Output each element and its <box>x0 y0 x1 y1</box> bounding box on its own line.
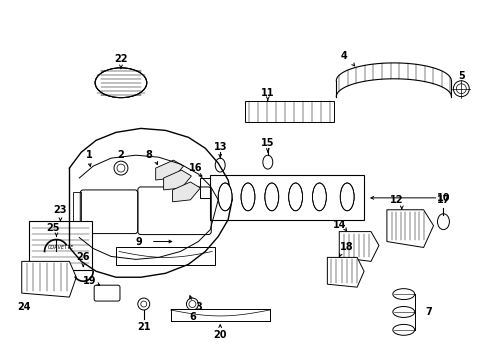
Text: 20: 20 <box>213 330 226 340</box>
Polygon shape <box>21 261 76 297</box>
Text: CORVETTE: CORVETTE <box>47 245 73 250</box>
Ellipse shape <box>340 183 353 211</box>
Text: 21: 21 <box>137 322 150 332</box>
Polygon shape <box>163 170 191 190</box>
Text: 11: 11 <box>261 88 274 98</box>
Text: 18: 18 <box>340 243 353 252</box>
Polygon shape <box>326 257 364 287</box>
Ellipse shape <box>392 289 414 300</box>
Ellipse shape <box>312 183 325 211</box>
Text: 5: 5 <box>457 71 464 81</box>
Text: 19: 19 <box>82 276 96 286</box>
Bar <box>244 100 334 122</box>
Text: 26: 26 <box>76 252 90 262</box>
Ellipse shape <box>218 183 232 211</box>
Ellipse shape <box>392 324 414 335</box>
Circle shape <box>138 298 149 310</box>
Text: 9: 9 <box>135 237 142 247</box>
Text: 23: 23 <box>54 205 67 215</box>
FancyBboxPatch shape <box>29 221 92 270</box>
Text: 7: 7 <box>425 307 431 317</box>
Text: 17: 17 <box>436 195 449 205</box>
Text: 3: 3 <box>195 302 202 312</box>
Text: 12: 12 <box>389 195 403 205</box>
Text: 4: 4 <box>340 51 347 61</box>
Circle shape <box>186 298 198 310</box>
Text: 8: 8 <box>145 150 152 160</box>
Text: 25: 25 <box>47 222 60 233</box>
Text: 15: 15 <box>261 138 274 148</box>
Text: 10: 10 <box>436 193 449 203</box>
Ellipse shape <box>288 183 302 211</box>
Ellipse shape <box>392 306 414 318</box>
Polygon shape <box>339 231 378 261</box>
Ellipse shape <box>241 183 254 211</box>
Polygon shape <box>172 182 200 202</box>
Bar <box>210 175 364 220</box>
Polygon shape <box>155 160 183 180</box>
Ellipse shape <box>264 183 278 211</box>
Text: 16: 16 <box>188 163 202 173</box>
Text: 2: 2 <box>117 150 124 160</box>
Text: 14: 14 <box>332 220 346 230</box>
Polygon shape <box>386 210 433 247</box>
Circle shape <box>114 161 128 175</box>
Bar <box>200 178 210 198</box>
Text: 24: 24 <box>17 302 30 312</box>
Text: 1: 1 <box>86 150 92 160</box>
Text: 13: 13 <box>213 142 226 152</box>
Text: 6: 6 <box>189 312 195 322</box>
Text: 22: 22 <box>114 54 127 64</box>
Ellipse shape <box>95 68 146 98</box>
Bar <box>116 247 215 265</box>
Ellipse shape <box>437 214 448 230</box>
Bar <box>73 192 81 231</box>
